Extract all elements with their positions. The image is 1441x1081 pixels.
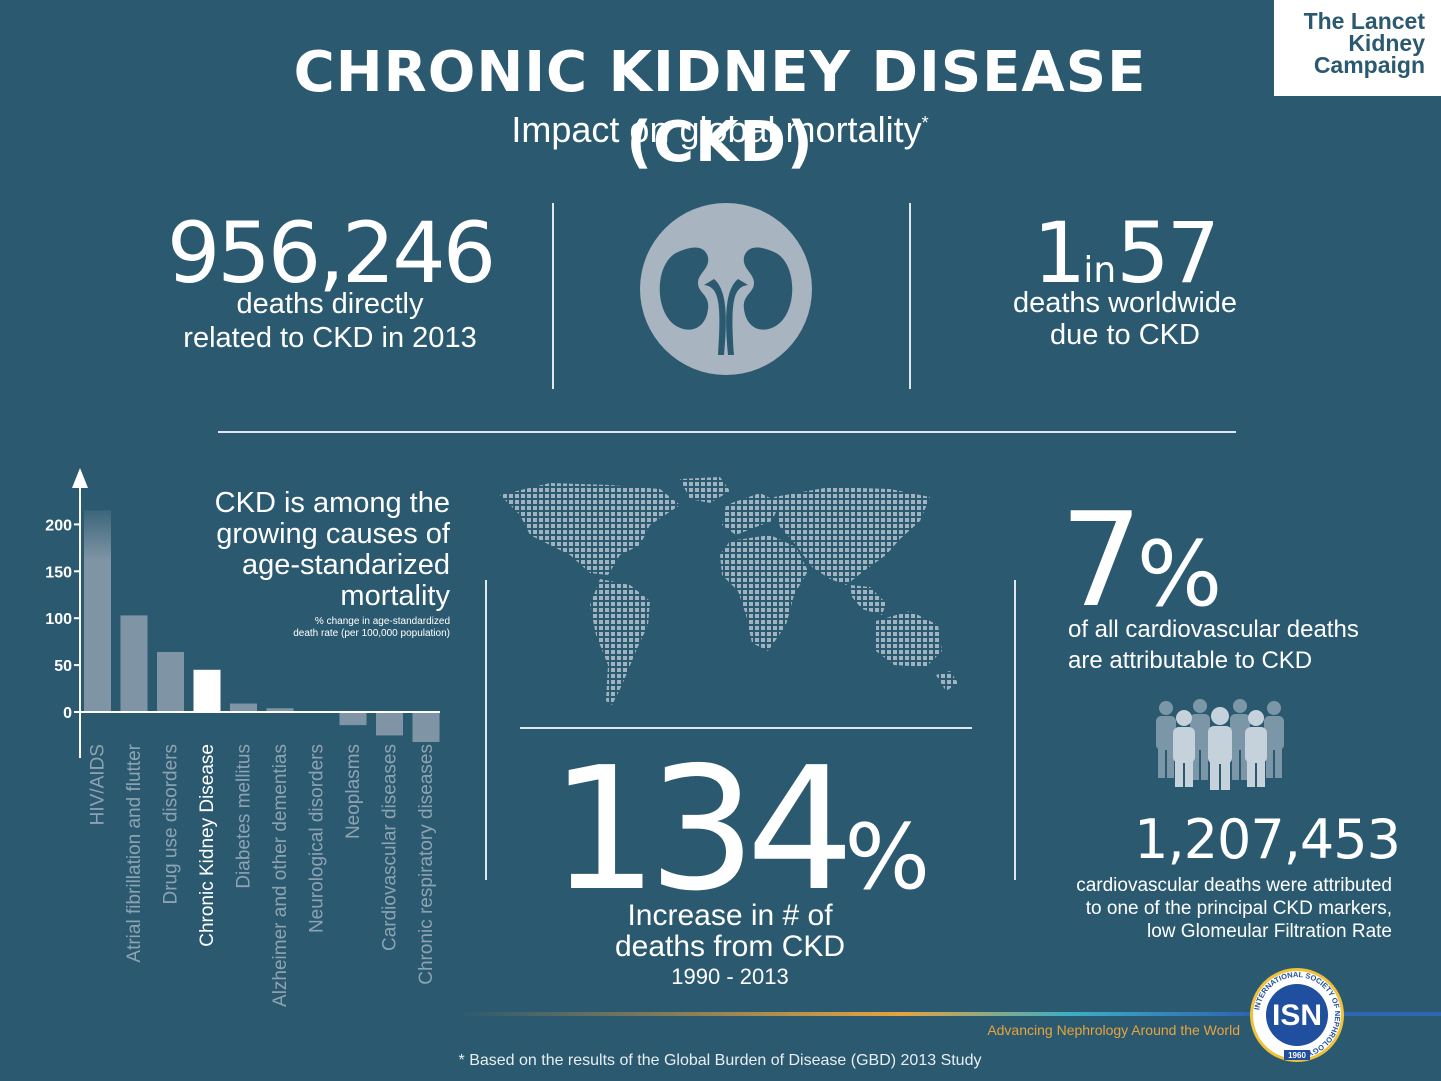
ratio-number: 1in57 bbox=[985, 205, 1265, 319]
isn-logo-text: ISN bbox=[1272, 999, 1322, 1032]
category-label: Neoplasms bbox=[343, 744, 364, 839]
bar-atrial-fibrillation-and-flutter bbox=[120, 615, 148, 712]
category-label: Atrial fibrillation and flutter bbox=[124, 743, 145, 962]
divider-right bbox=[909, 203, 911, 389]
deaths-caption-line-1: deaths directly bbox=[236, 288, 424, 320]
ratio-in: in bbox=[1083, 250, 1117, 291]
ratio-caption: deaths worldwide due to CKD bbox=[985, 287, 1265, 351]
people-group-icon bbox=[1156, 699, 1284, 790]
cvd-caption-line-2: to one of the principal CKD markers, bbox=[1085, 898, 1392, 919]
cvd-deaths-number: 1,207,453 bbox=[1134, 808, 1401, 871]
bar-neoplasms bbox=[339, 712, 367, 726]
increase-percent-number: 134 bbox=[549, 731, 855, 929]
bar-diabetes-mellitus bbox=[230, 703, 257, 712]
mortality-bar-chart: HIV/AIDS Atrial fibrillation and flutter D… bbox=[45, 468, 440, 1007]
lancet-kidney-campaign-badge: The Lancet Kidney Campaign bbox=[1274, 0, 1441, 96]
category-label: Cardiovascular diseases bbox=[380, 744, 401, 951]
deaths-number: 956,246 bbox=[166, 204, 496, 302]
cvd-caption-line-1: cardiovascular deaths were attributed bbox=[1076, 875, 1392, 896]
increase-caption-line-1: Increase in # of bbox=[627, 899, 833, 932]
y-axis-arrow-icon bbox=[72, 468, 88, 488]
cardio-caption-line-2: are attributable to CKD bbox=[1068, 647, 1313, 674]
isn-year: 1960 bbox=[1288, 1051, 1306, 1060]
ratio-caption-line-1: deaths worldwide bbox=[1012, 287, 1238, 319]
cardio-percent-number: 7 bbox=[1060, 484, 1143, 636]
ratio-first: 1 bbox=[1032, 204, 1086, 302]
chart-text-line-4: mortality bbox=[340, 580, 450, 612]
section-divider bbox=[218, 431, 1236, 433]
bar-alzheimer-and-other-dementias bbox=[266, 708, 294, 712]
ratio-second: 57 bbox=[1116, 204, 1220, 302]
category-label: Neurological disorders bbox=[307, 744, 328, 933]
bar-hiv-aids bbox=[84, 510, 111, 712]
category-label: Drug use disorders bbox=[161, 744, 182, 905]
footer-color-band bbox=[460, 1012, 1441, 1016]
y-tick-label: 200 bbox=[45, 517, 72, 534]
increase-years: 1990 - 2013 bbox=[671, 964, 789, 989]
page-title: CHRONIC KIDNEY DISEASE (CKD) bbox=[293, 40, 1147, 175]
category-label: Chronic respiratory diseases bbox=[416, 744, 437, 985]
bar-chronic-kidney-disease bbox=[193, 669, 221, 712]
ratio-caption-line-2: due to CKD bbox=[1050, 319, 1200, 351]
chart-text-line-3: age-standarized bbox=[242, 549, 450, 581]
isn-logo: INTERNATIONAL SOCIETY OF NEPHROLOGY ISN … bbox=[1250, 968, 1344, 1062]
badge-line-2: Kidney bbox=[1348, 30, 1425, 56]
map-underline bbox=[520, 727, 972, 729]
bar-chronic-respiratory-diseases bbox=[412, 712, 440, 743]
bar-drug-use-disorders bbox=[157, 651, 184, 712]
y-tick-label: 150 bbox=[45, 564, 72, 581]
y-tick-label: 0 bbox=[63, 705, 72, 722]
increase-percent: 134% bbox=[530, 740, 950, 948]
cardio-percent: 7% bbox=[1060, 490, 1222, 645]
divider-map-right bbox=[1014, 580, 1016, 880]
page-subtitle: Impact on global mortality* bbox=[320, 100, 1120, 153]
chart-text-line-1: CKD is among the bbox=[214, 487, 450, 519]
badge-line-1: The Lancet bbox=[1303, 8, 1425, 34]
y-tick-label: 100 bbox=[45, 611, 72, 628]
category-label: Diabetes mellitus bbox=[234, 744, 255, 889]
deaths-caption-line-2: related to CKD in 2013 bbox=[183, 322, 477, 354]
chart-description: CKD is among the growing causes of age-s… bbox=[180, 488, 450, 612]
chart-note-line-2: death rate (per 100,000 population) bbox=[293, 628, 450, 639]
increase-percent-symbol: % bbox=[844, 805, 930, 910]
world-map-graphic bbox=[500, 477, 958, 705]
cardio-percent-symbol: % bbox=[1136, 522, 1223, 627]
increase-caption-line-2: deaths from CKD bbox=[614, 930, 846, 963]
y-tick-label: 50 bbox=[54, 658, 72, 675]
category-label: HIV/AIDS bbox=[88, 744, 109, 825]
chart-text-line-2: growing causes of bbox=[216, 518, 450, 550]
footnote: * Based on the results of the Global Bur… bbox=[458, 1052, 982, 1069]
divider-map-left bbox=[485, 580, 487, 880]
subtitle-text: Impact on global mortality bbox=[511, 109, 922, 150]
increase-caption: Increase in # of deaths from CKD bbox=[560, 900, 900, 962]
deaths-caption: deaths directly related to CKD in 2013 bbox=[140, 287, 520, 355]
cardio-caption-line-1: of all cardiovascular deaths bbox=[1068, 616, 1359, 643]
chart-note: % change in age-standardized death rate … bbox=[230, 616, 450, 640]
cvd-caption: cardiovascular deaths were attributed to… bbox=[1030, 874, 1392, 943]
divider-left bbox=[552, 203, 554, 389]
isn-tagline: Advancing Nephrology Around the World bbox=[987, 1022, 1240, 1038]
bar-cardiovascular-diseases bbox=[376, 712, 403, 736]
category-label: Chronic Kidney Disease bbox=[197, 744, 218, 947]
cvd-caption-line-3: low Glomeular Filtration Rate bbox=[1147, 921, 1392, 942]
category-label: Alzheimer and other dementias bbox=[270, 744, 291, 1007]
badge-line-3: Campaign bbox=[1313, 52, 1425, 78]
subtitle-footnote-mark: * bbox=[921, 113, 929, 133]
chart-note-line-1: % change in age-standardized bbox=[314, 616, 450, 627]
kidney-icon bbox=[640, 203, 812, 375]
cardio-caption: of all cardiovascular deaths are attribu… bbox=[1068, 614, 1359, 676]
